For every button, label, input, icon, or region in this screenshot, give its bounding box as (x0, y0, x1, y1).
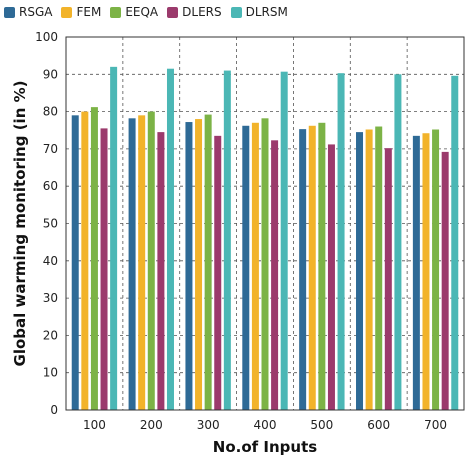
bar-eeqa-100 (90, 107, 98, 411)
bar-dlrsm-500 (337, 73, 345, 410)
legend-swatch (230, 6, 242, 18)
bar-eeqa-200 (147, 111, 155, 410)
y-tick-label: 40 (43, 254, 58, 268)
bar-fem-300 (195, 119, 203, 410)
y-tick-label: 30 (43, 291, 58, 305)
plot-frame (65, 36, 465, 411)
bar-fem-200 (138, 115, 146, 410)
legend: RSGA FEM EEQA DLERS DLRSM (4, 3, 297, 21)
x-tick-label: 600 (367, 418, 390, 432)
y-tick-label: 90 (43, 67, 58, 81)
y-tick-label: 10 (43, 366, 58, 380)
bar-dlers-500 (327, 144, 335, 410)
legend-swatch (4, 6, 15, 18)
y-tick-label: 20 (43, 328, 58, 342)
bar-fem-400 (251, 122, 259, 410)
bar-dlers-400 (271, 140, 279, 411)
x-tick-label: 700 (424, 418, 447, 432)
bar-dlers-300 (214, 135, 222, 410)
bar-dlers-700 (441, 151, 449, 410)
legend-item-rsga: RSGA (4, 5, 52, 19)
y-tick-label: 0 (50, 403, 58, 417)
bar-eeqa-400 (261, 118, 269, 411)
bar-dlers-600 (384, 148, 392, 411)
bar-rsga-400 (242, 125, 250, 411)
x-tick-label: 400 (254, 418, 277, 432)
bar-dlrsm-400 (280, 71, 288, 411)
legend-item-fem: FEM (61, 5, 101, 19)
legend-label: DLERS (182, 5, 222, 19)
y-tick-label: 80 (43, 105, 58, 119)
x-tick-label: 300 (197, 418, 220, 432)
bar-dlrsm-700 (451, 75, 459, 411)
y-tick-label: 50 (43, 217, 58, 231)
bar-fem-700 (422, 133, 430, 410)
bar-rsga-100 (71, 115, 79, 410)
bar-fem-600 (365, 129, 373, 410)
legend-item-eeqa: EEQA (110, 5, 158, 19)
bar-eeqa-600 (375, 126, 383, 411)
x-axis-label: No.of Inputs (213, 438, 317, 456)
bar-eeqa-500 (318, 122, 326, 410)
bar-fem-100 (81, 111, 89, 410)
bar-eeqa-700 (432, 129, 440, 410)
legend-item-dlers: DLERS (167, 5, 222, 19)
legend-label: DLRSM (245, 5, 288, 19)
bar-rsga-700 (412, 135, 420, 410)
bar-rsga-500 (299, 129, 307, 411)
legend-swatch (61, 6, 73, 18)
bar-dlers-200 (157, 132, 165, 411)
bar-fem-500 (308, 125, 316, 411)
y-tick-label: 70 (43, 142, 58, 156)
bar-dlrsm-300 (223, 70, 231, 410)
bar-rsga-300 (185, 122, 193, 410)
bar-eeqa-300 (204, 114, 212, 411)
x-tick-label: 500 (310, 418, 333, 432)
x-tick-label: 200 (140, 418, 163, 432)
legend-label: EEQA (125, 5, 159, 19)
legend-swatch (110, 6, 122, 18)
y-tick-label: 100 (35, 30, 58, 44)
legend-swatch (167, 6, 179, 18)
bar-rsga-200 (128, 118, 136, 411)
y-axis-label: Global warming monitoring (in %) (11, 81, 29, 367)
y-tick-label: 60 (43, 179, 58, 193)
legend-label: FEM (76, 5, 102, 19)
x-tick-label: 100 (83, 418, 106, 432)
bar-dlrsm-600 (394, 74, 402, 411)
bar-rsga-600 (356, 132, 364, 411)
bar-dlrsm-200 (166, 68, 174, 410)
bar-dlrsm-100 (110, 66, 118, 410)
bar-dlers-100 (100, 128, 108, 410)
legend-item-dlrsm: DLRSM (230, 5, 288, 19)
legend-label: RSGA (19, 5, 53, 19)
